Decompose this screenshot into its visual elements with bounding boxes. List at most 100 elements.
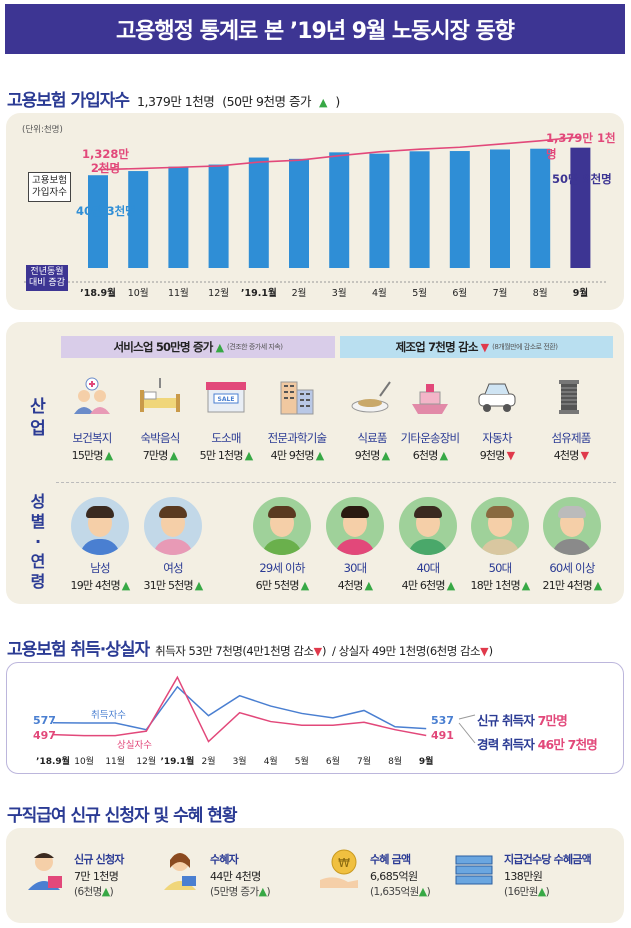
new-acquirer-label: 신규 취득자 — [477, 713, 535, 728]
mfg-title: 제조업 7천명 감소 — [395, 340, 479, 354]
month-tick: ’19.1월 — [160, 755, 194, 767]
up-arrow-icon: ▲ — [521, 579, 530, 592]
up-arrow-icon: ▲ — [446, 579, 455, 592]
shirt — [262, 539, 302, 555]
up-arrow-icon: ▲ — [593, 579, 602, 592]
career-acquirer-label: 경력 취득자 — [477, 737, 535, 752]
benefit-value: 6,685억원 — [370, 870, 418, 883]
person-avatar-icon — [399, 497, 457, 555]
shirt — [80, 539, 120, 555]
up-arrow-icon: ▲ — [315, 449, 324, 462]
industry-label: 기타운송장비 — [400, 431, 460, 445]
demo-value-text: 4천명 — [337, 579, 364, 592]
hair — [86, 506, 114, 518]
store-icon: SALE — [204, 376, 248, 420]
demo-label: 50대 — [488, 561, 513, 575]
benefit-title: 수혜 금액 — [370, 853, 411, 866]
demo-label: 40대 — [416, 561, 441, 575]
demo-value: 31만 5천명 ▲ — [128, 577, 218, 593]
close-paren: ) — [545, 886, 550, 898]
benefit-title: 신규 신청자 — [74, 853, 124, 866]
month-tick: ’18.9월 — [80, 287, 116, 299]
bar — [168, 166, 189, 268]
up-arrow-icon: ▲ — [364, 579, 373, 592]
down-arrow-icon: ▼ — [480, 340, 490, 354]
food-icon — [350, 376, 394, 420]
demo-value: 21만 4천명 ▲ — [527, 577, 617, 593]
start-increase-label: 40만 3천명 — [76, 204, 136, 218]
hair — [341, 506, 369, 518]
industry-value-text: 9천명 — [479, 449, 506, 462]
lost-line — [52, 675, 427, 743]
thread-icon — [549, 376, 593, 420]
industry-value: 6천명 ▲ — [385, 447, 475, 463]
unit-label: (단위:천명) — [22, 125, 63, 135]
demo-value: 19만 4천명 ▲ — [55, 577, 145, 593]
person-avatar-icon — [326, 497, 384, 555]
industry-value: 4천명 ▼ — [526, 447, 616, 463]
month-tick: ’19.1월 — [241, 287, 277, 299]
demo-value-text: 18만 1천명 — [470, 579, 521, 592]
up-arrow-icon: ▲ — [381, 449, 390, 462]
mfg-header: 제조업 7천명 감소 ▼ (8개월만에 감소로 전환) — [340, 336, 613, 358]
month-tick: 11월 — [168, 287, 189, 299]
industry-label: 식료품 — [357, 431, 387, 445]
hair — [486, 506, 514, 518]
benefit-detail-text: (6천명 — [74, 886, 102, 898]
month-tick: 2월 — [292, 287, 307, 299]
industry-side-label: 산업 — [30, 397, 46, 439]
industry-value-text: 6천명 — [412, 449, 439, 462]
up-arrow-icon: ▲ — [537, 885, 546, 898]
end-increase-label: 50만 9천명 — [552, 172, 612, 186]
benefit-detail-text: (16만원 — [504, 886, 538, 898]
mfg-note: (8개월만에 감소로 전환) — [492, 343, 558, 351]
benefit-value: 7만 1천명 — [74, 870, 119, 883]
benefit-value: 138만원 — [504, 870, 543, 883]
building-icon — [275, 376, 319, 420]
industry-value: 9천명 ▼ — [452, 447, 542, 463]
industry-value-text: 7만명 — [142, 449, 169, 462]
hair — [268, 506, 296, 518]
close-paren: ) — [266, 886, 270, 898]
month-tick: 9월 — [419, 755, 434, 767]
split-arrow — [458, 714, 476, 744]
close-paren: ) — [426, 886, 431, 898]
benefit-value: 44만 4천명 — [210, 870, 261, 883]
care-icon — [70, 376, 114, 420]
start-total-line1: 1,328만 — [82, 147, 129, 161]
up-arrow-icon: ▲ — [318, 96, 328, 109]
month-tick: 10월 — [74, 755, 94, 767]
month-tick: 8월 — [388, 755, 402, 767]
up-arrow-icon: ▲ — [104, 449, 113, 462]
industry-value-text: 4천명 — [553, 449, 580, 462]
insured-summary-detail: (50만 9천명 증가 — [222, 94, 311, 109]
service-header: 서비스업 50만명 증가 ▲ (견조한 증가세 지속) — [61, 336, 335, 358]
compare-label-line1: 전년동월 — [30, 267, 64, 277]
person-avatar-icon — [253, 497, 311, 555]
down-arrow-icon: ▼ — [580, 449, 589, 462]
bar — [88, 175, 108, 268]
bar — [289, 158, 309, 268]
insured-summary: 1,379만 1천명 — [137, 94, 215, 109]
shirt — [552, 539, 592, 555]
demo-label: 30대 — [343, 561, 368, 575]
month-tick: 4월 — [372, 287, 387, 299]
shirt — [480, 539, 520, 555]
end-label-a: 537 — [431, 714, 454, 727]
compare-label-box: 전년동월 대비 증감 — [26, 265, 68, 291]
start-total-label: 1,328만 2천명 — [82, 147, 129, 175]
month-tick: 7월 — [493, 287, 508, 299]
bed-icon — [138, 376, 182, 420]
month-tick: 3월 — [332, 287, 347, 299]
end-total-label: 1,379만 1천명 — [546, 131, 616, 161]
industry-value-text: 5만 1천명 — [199, 449, 244, 462]
flows-chart: ’18.9월 10월 11월 12월 ’19.1월 2월 3월 4월 5월 6월 7월 8월 9월 — [36, 675, 476, 767]
divider — [56, 482, 616, 483]
recipient-icon — [158, 846, 202, 892]
up-arrow-icon: ▲ — [215, 340, 225, 354]
month-tick: 12월 — [136, 755, 156, 767]
demo-value-text: 31만 5천명 — [143, 579, 194, 592]
benefit-heading: 구직급여 신규 신청자 및 수혜 현황 — [7, 806, 238, 826]
bar — [409, 151, 430, 268]
shirt — [408, 539, 448, 555]
